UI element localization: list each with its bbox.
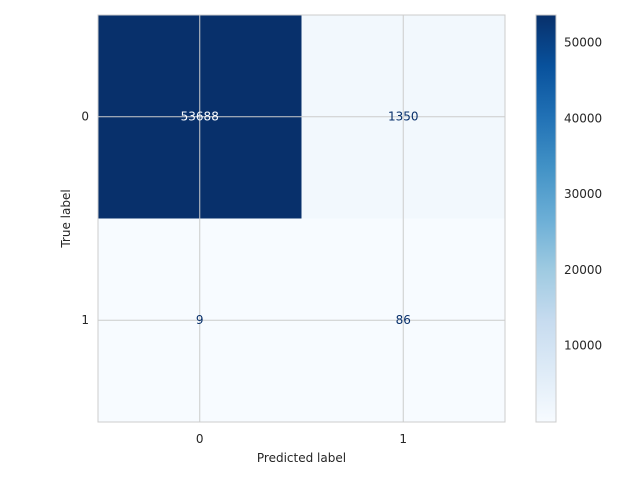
y-tick-label-0: 0 (81, 109, 89, 123)
cell-value-label-0-0: 53688 (181, 109, 219, 123)
cell-value-label-0-1: 1350 (388, 109, 419, 123)
colorbar-tick-label-0: 10000 (564, 339, 602, 353)
colorbar-tick-label-4: 50000 (564, 35, 602, 49)
plot-frame (97, 14, 506, 423)
x-axis-label: Predicted label (257, 451, 346, 465)
colorbar-tick-label-3: 40000 (564, 111, 602, 125)
colorbar (535, 14, 557, 423)
x-tick-label-0: 0 (196, 432, 204, 446)
heatmap-cells (98, 15, 505, 422)
colorbar-tick-labels: 10000 20000 30000 40000 50000 (564, 35, 602, 352)
x-tick-label-1: 1 (399, 432, 407, 446)
colorbar-tick-label-2: 30000 (564, 187, 602, 201)
cell-value-label-1-0: 9 (196, 313, 204, 327)
y-tick-label-1: 1 (81, 313, 89, 327)
colorbar-tick-label-1: 20000 (564, 263, 602, 277)
y-tick-labels: 01 (81, 109, 89, 327)
y-axis-label: True label (59, 189, 73, 248)
cell-value-label-1-1: 86 (396, 313, 411, 327)
grid-lines (98, 15, 505, 422)
cell-value-labels: 53688 1350 9 86 (181, 109, 419, 327)
